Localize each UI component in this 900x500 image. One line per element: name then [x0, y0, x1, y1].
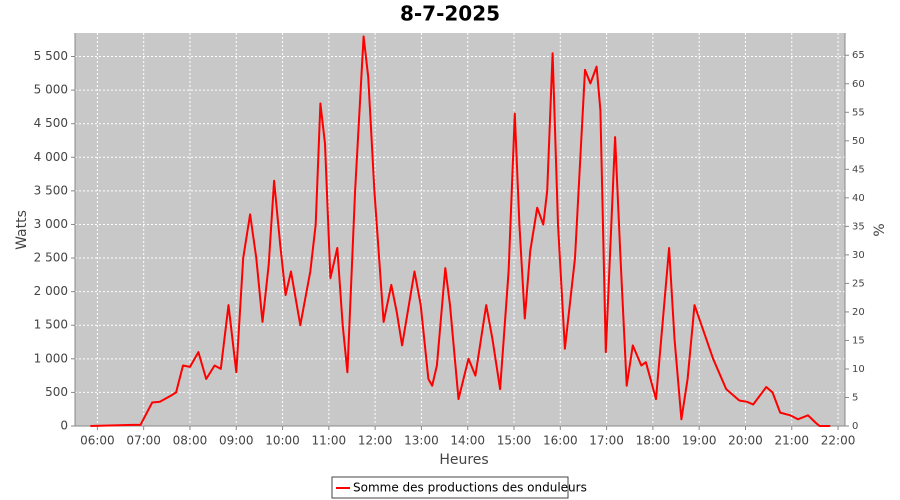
- y-tick-label: 0: [60, 419, 68, 433]
- x-tick-label: 20:00: [728, 434, 763, 448]
- x-tick-label: 14:00: [450, 434, 485, 448]
- y2-tick-label: 15: [852, 335, 865, 346]
- y-tick-label: 3 500: [34, 183, 68, 197]
- y-axis-label: Watts: [14, 210, 30, 250]
- plot-area: [75, 33, 845, 426]
- x-tick-label: 11:00: [312, 434, 347, 448]
- x-tick-label: 16:00: [543, 434, 578, 448]
- legend-box: [331, 476, 569, 499]
- y-tick-label: 1 000: [34, 351, 68, 365]
- y2-tick-label: 5: [852, 392, 858, 403]
- series-line: [90, 35, 831, 427]
- y2-tick-label: 10: [852, 364, 865, 375]
- x-tick-label: 13:00: [404, 434, 439, 448]
- x-tick-label: 08:00: [173, 434, 208, 448]
- x-tick-label: 06:00: [80, 434, 115, 448]
- y-tick-label: 5 500: [34, 49, 68, 63]
- y2-tick-label: 30: [852, 250, 865, 261]
- x-axis-label: Heures: [439, 452, 488, 468]
- chart-title: 8-7-2025: [400, 2, 500, 26]
- y2-tick-label: 25: [852, 278, 865, 289]
- y2-tick-label: 35: [852, 221, 865, 232]
- y-tick-label: 3 000: [34, 217, 68, 231]
- legend-label: Somme des productions des onduleurs: [353, 481, 587, 495]
- x-tick-label: 12:00: [358, 434, 393, 448]
- x-tick-label: 09:00: [219, 434, 254, 448]
- y-tick-label: 4 500: [34, 116, 68, 130]
- y2-axis-label: %: [872, 223, 888, 236]
- y2-tick-label: 50: [852, 136, 865, 147]
- x-tick-label: 07:00: [126, 434, 161, 448]
- x-tick-label: 17:00: [589, 434, 624, 448]
- y2-tick-label: 45: [852, 164, 865, 175]
- x-tick-label: 19:00: [682, 434, 717, 448]
- x-tick-label: 21:00: [774, 434, 809, 448]
- y-tick-label: 500: [45, 385, 68, 399]
- y-tick-label: 1 500: [34, 318, 68, 332]
- y-tick-label: 2 500: [34, 251, 68, 265]
- x-tick-label: 22:00: [821, 434, 856, 448]
- y2-tick-label: 55: [852, 107, 865, 118]
- x-tick-label: 18:00: [636, 434, 671, 448]
- y-tick-label: 4 000: [34, 150, 68, 164]
- y-tick-label: 2 000: [34, 284, 68, 298]
- x-tick-label: 10:00: [265, 434, 300, 448]
- y2-tick-label: 0: [852, 421, 858, 432]
- y2-tick-label: 60: [852, 79, 865, 90]
- y2-tick-label: 40: [852, 193, 865, 204]
- y-tick-label: 5 000: [34, 83, 68, 97]
- x-tick-label: 15:00: [497, 434, 532, 448]
- y2-tick-label: 20: [852, 307, 865, 318]
- y2-tick-label: 65: [852, 50, 865, 61]
